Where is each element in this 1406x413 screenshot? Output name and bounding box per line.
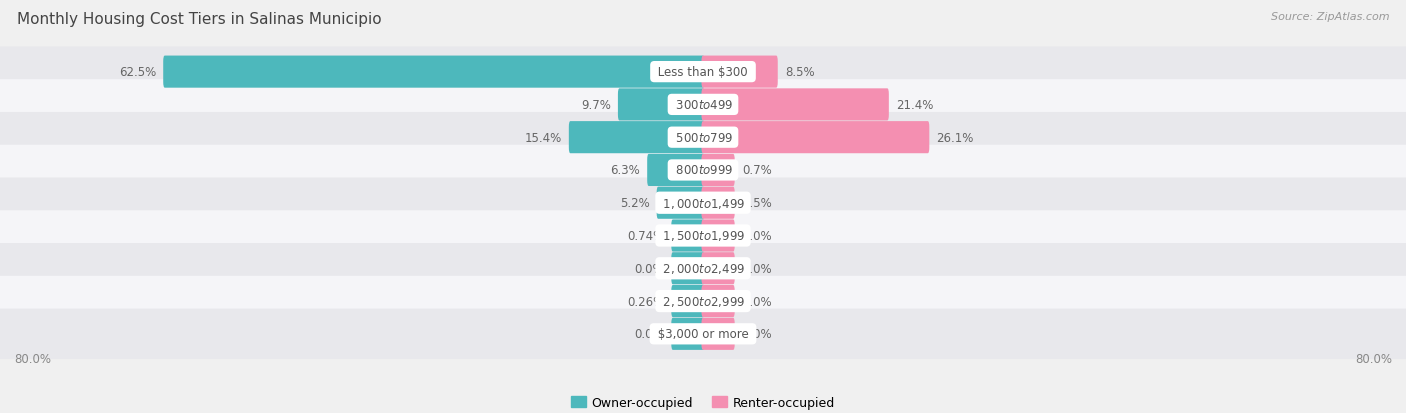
- Text: $1,500 to $1,999: $1,500 to $1,999: [659, 229, 747, 243]
- Text: Source: ZipAtlas.com: Source: ZipAtlas.com: [1271, 12, 1389, 22]
- FancyBboxPatch shape: [617, 89, 704, 121]
- Text: 0.0%: 0.0%: [742, 328, 772, 340]
- FancyBboxPatch shape: [163, 57, 704, 88]
- Text: $500 to $799: $500 to $799: [672, 131, 734, 144]
- FancyBboxPatch shape: [0, 145, 1406, 196]
- FancyBboxPatch shape: [702, 318, 735, 350]
- FancyBboxPatch shape: [0, 211, 1406, 261]
- Text: 15.4%: 15.4%: [524, 131, 562, 144]
- Text: 8.5%: 8.5%: [785, 66, 814, 79]
- FancyBboxPatch shape: [702, 253, 735, 285]
- Text: 80.0%: 80.0%: [14, 352, 51, 365]
- Text: 0.0%: 0.0%: [742, 262, 772, 275]
- FancyBboxPatch shape: [0, 243, 1406, 294]
- Text: 0.0%: 0.0%: [634, 262, 664, 275]
- Text: $2,500 to $2,999: $2,500 to $2,999: [659, 294, 747, 308]
- FancyBboxPatch shape: [0, 309, 1406, 359]
- Text: 6.3%: 6.3%: [610, 164, 640, 177]
- Text: 0.0%: 0.0%: [742, 295, 772, 308]
- FancyBboxPatch shape: [0, 80, 1406, 131]
- Text: 0.0%: 0.0%: [742, 230, 772, 242]
- Text: $2,000 to $2,499: $2,000 to $2,499: [659, 262, 747, 275]
- Text: 26.1%: 26.1%: [936, 131, 974, 144]
- FancyBboxPatch shape: [702, 57, 778, 88]
- FancyBboxPatch shape: [0, 47, 1406, 97]
- Text: 9.7%: 9.7%: [581, 99, 610, 112]
- Text: 2.5%: 2.5%: [742, 197, 772, 210]
- Text: Less than $300: Less than $300: [654, 66, 752, 79]
- FancyBboxPatch shape: [702, 220, 735, 252]
- Text: 80.0%: 80.0%: [1355, 352, 1392, 365]
- FancyBboxPatch shape: [0, 276, 1406, 327]
- Text: 62.5%: 62.5%: [120, 66, 156, 79]
- FancyBboxPatch shape: [0, 113, 1406, 163]
- Text: $3,000 or more: $3,000 or more: [654, 328, 752, 340]
- Text: 5.2%: 5.2%: [620, 197, 650, 210]
- FancyBboxPatch shape: [671, 285, 704, 317]
- FancyBboxPatch shape: [702, 122, 929, 154]
- FancyBboxPatch shape: [702, 187, 735, 219]
- FancyBboxPatch shape: [671, 253, 704, 285]
- FancyBboxPatch shape: [647, 154, 704, 187]
- Text: $800 to $999: $800 to $999: [672, 164, 734, 177]
- FancyBboxPatch shape: [702, 154, 735, 187]
- Text: 0.74%: 0.74%: [627, 230, 664, 242]
- Text: 0.0%: 0.0%: [634, 328, 664, 340]
- FancyBboxPatch shape: [657, 187, 704, 219]
- FancyBboxPatch shape: [702, 285, 735, 317]
- Text: 0.7%: 0.7%: [742, 164, 772, 177]
- FancyBboxPatch shape: [702, 89, 889, 121]
- Text: $300 to $499: $300 to $499: [672, 99, 734, 112]
- FancyBboxPatch shape: [0, 178, 1406, 228]
- FancyBboxPatch shape: [671, 318, 704, 350]
- FancyBboxPatch shape: [569, 122, 704, 154]
- FancyBboxPatch shape: [671, 220, 704, 252]
- Text: 21.4%: 21.4%: [896, 99, 934, 112]
- Text: Monthly Housing Cost Tiers in Salinas Municipio: Monthly Housing Cost Tiers in Salinas Mu…: [17, 12, 381, 27]
- Text: $1,000 to $1,499: $1,000 to $1,499: [659, 196, 747, 210]
- Legend: Owner-occupied, Renter-occupied: Owner-occupied, Renter-occupied: [565, 391, 841, 413]
- Text: 0.26%: 0.26%: [627, 295, 664, 308]
